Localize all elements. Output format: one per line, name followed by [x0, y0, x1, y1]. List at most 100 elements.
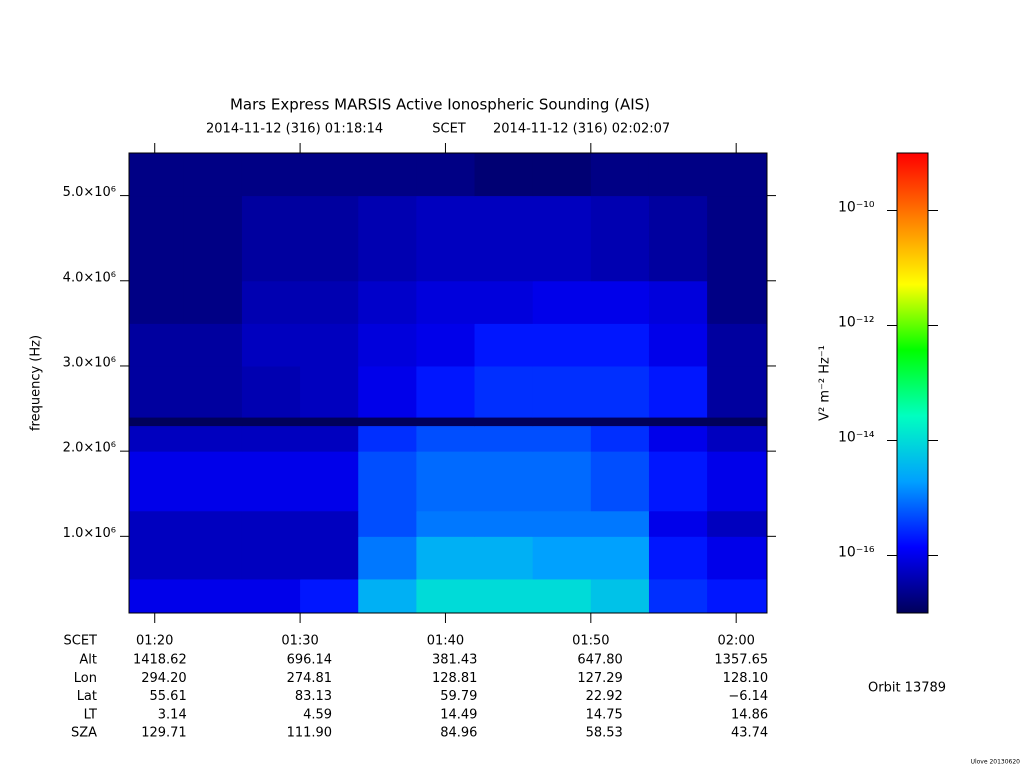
heatmap-cell [183, 417, 243, 427]
x-tick-label: 01:20 [136, 634, 173, 649]
table-value: 1357.65 [714, 653, 768, 668]
heatmap-cell [183, 153, 243, 197]
heatmap-cell [300, 153, 359, 197]
heatmap-cell [129, 153, 185, 197]
table-row-label: Lon [74, 671, 97, 686]
heatmap-cell [241, 195, 301, 282]
heatmap-cell [590, 417, 650, 427]
heatmap-cell [183, 578, 243, 614]
heatmap-cell [474, 425, 534, 452]
heatmap-cell [183, 195, 243, 282]
colorbar-frame [896, 152, 929, 614]
heatmap-cell [474, 536, 534, 580]
heatmap-cell [358, 195, 417, 282]
table-row-label: LT [84, 707, 97, 722]
colorbar-tick-label: 10⁻¹² [838, 315, 874, 331]
heatmap-cell [474, 323, 534, 367]
heatmap-cell [416, 417, 476, 427]
heatmap-cell [590, 153, 650, 197]
y-tick-label: 3.0×10⁶ [63, 355, 116, 370]
heatmap-cell [532, 323, 592, 367]
heatmap-cell [129, 280, 185, 324]
heatmap-cell [648, 323, 708, 367]
heatmap-cell [358, 280, 417, 324]
heatmap-cell [532, 536, 592, 580]
heatmap-cell [129, 195, 185, 282]
heatmap-cell [129, 578, 185, 614]
heatmap-cell [590, 195, 650, 282]
heatmap-cell [300, 280, 359, 324]
x-tick-label: 01:30 [281, 634, 318, 649]
heatmap-cell [416, 323, 476, 367]
colorbar-tick-label: 10⁻¹⁴ [838, 430, 875, 446]
table-value: 274.81 [287, 671, 333, 686]
table-value: 58.53 [586, 726, 623, 741]
heatmap-cell [532, 578, 592, 614]
table-value: 111.90 [287, 726, 333, 741]
colorbar-tick-label: 10⁻¹⁰ [838, 200, 875, 216]
heatmap-cell [474, 195, 534, 282]
y-tick-label: 5.0×10⁶ [63, 185, 116, 200]
y-axis-label: frequency (Hz) [29, 335, 44, 431]
orbit: Orbit 13789 [868, 681, 946, 696]
table-value: 129.71 [141, 726, 187, 741]
table-value: 3.14 [158, 707, 187, 722]
table-value: 14.75 [586, 707, 623, 722]
table-value: 22.92 [586, 689, 623, 704]
heatmap-cell [241, 451, 301, 512]
heatmap-cell [590, 425, 650, 452]
heatmap-cell [241, 578, 301, 614]
colorbar [897, 153, 928, 613]
table-value: 83.13 [295, 689, 332, 704]
heatmap-cell [241, 280, 301, 324]
table-row-label: Alt [79, 653, 97, 668]
heatmap-cell [300, 510, 359, 537]
table-value: 14.86 [731, 707, 768, 722]
heatmap-cell [590, 578, 650, 614]
x-tick-label: 01:50 [572, 634, 609, 649]
heatmap-cell [300, 365, 359, 418]
subtitle-end: 2014-11-12 (316) 02:02:07 [493, 122, 670, 137]
heatmap-cell [474, 578, 534, 614]
heatmap-cell [707, 280, 768, 324]
heatmap-cell [358, 578, 417, 614]
heatmap-cell [183, 280, 243, 324]
heatmap-cell [358, 451, 417, 512]
heatmap-cell [532, 153, 592, 197]
subtitle-mid: SCET [432, 122, 466, 137]
heatmap-cell [183, 451, 243, 512]
heatmap-cell [416, 195, 476, 282]
heatmap-cell [707, 425, 768, 452]
heatmap-cell [241, 417, 301, 427]
heatmap-cell [532, 510, 592, 537]
heatmap-cell [300, 536, 359, 580]
heatmap-cell [532, 451, 592, 512]
colorbar-tick-label: 10⁻¹⁶ [838, 545, 875, 561]
credit: Ulove 20130620 [971, 759, 1021, 766]
plot-frame [128, 152, 768, 614]
heatmap-cell [532, 417, 592, 427]
y-tick-label: 4.0×10⁶ [63, 270, 116, 285]
table-row-label: Lat [77, 689, 97, 704]
colorbar-label: V² m⁻² Hz⁻¹ [818, 345, 833, 421]
table-value: 647.80 [577, 653, 623, 668]
heatmap-cell [532, 425, 592, 452]
heatmap-cell [474, 280, 534, 324]
heatmap-cell [358, 153, 417, 197]
heatmap-cell [129, 510, 185, 537]
subtitle-start: 2014-11-12 (316) 01:18:14 [206, 122, 383, 137]
heatmap-cell [300, 451, 359, 512]
heatmap-cell [707, 510, 768, 537]
table-value: 84.96 [440, 726, 477, 741]
heatmap-cell [707, 578, 768, 614]
heatmap-cell [416, 425, 476, 452]
heatmap-cell [129, 323, 185, 367]
heatmap-cell [532, 365, 592, 418]
table-header: SCET [64, 634, 98, 649]
heatmap-cell [241, 365, 301, 418]
heatmap-cell [416, 578, 476, 614]
heatmap-cell [300, 323, 359, 367]
y-tick-label: 2.0×10⁶ [63, 441, 116, 456]
